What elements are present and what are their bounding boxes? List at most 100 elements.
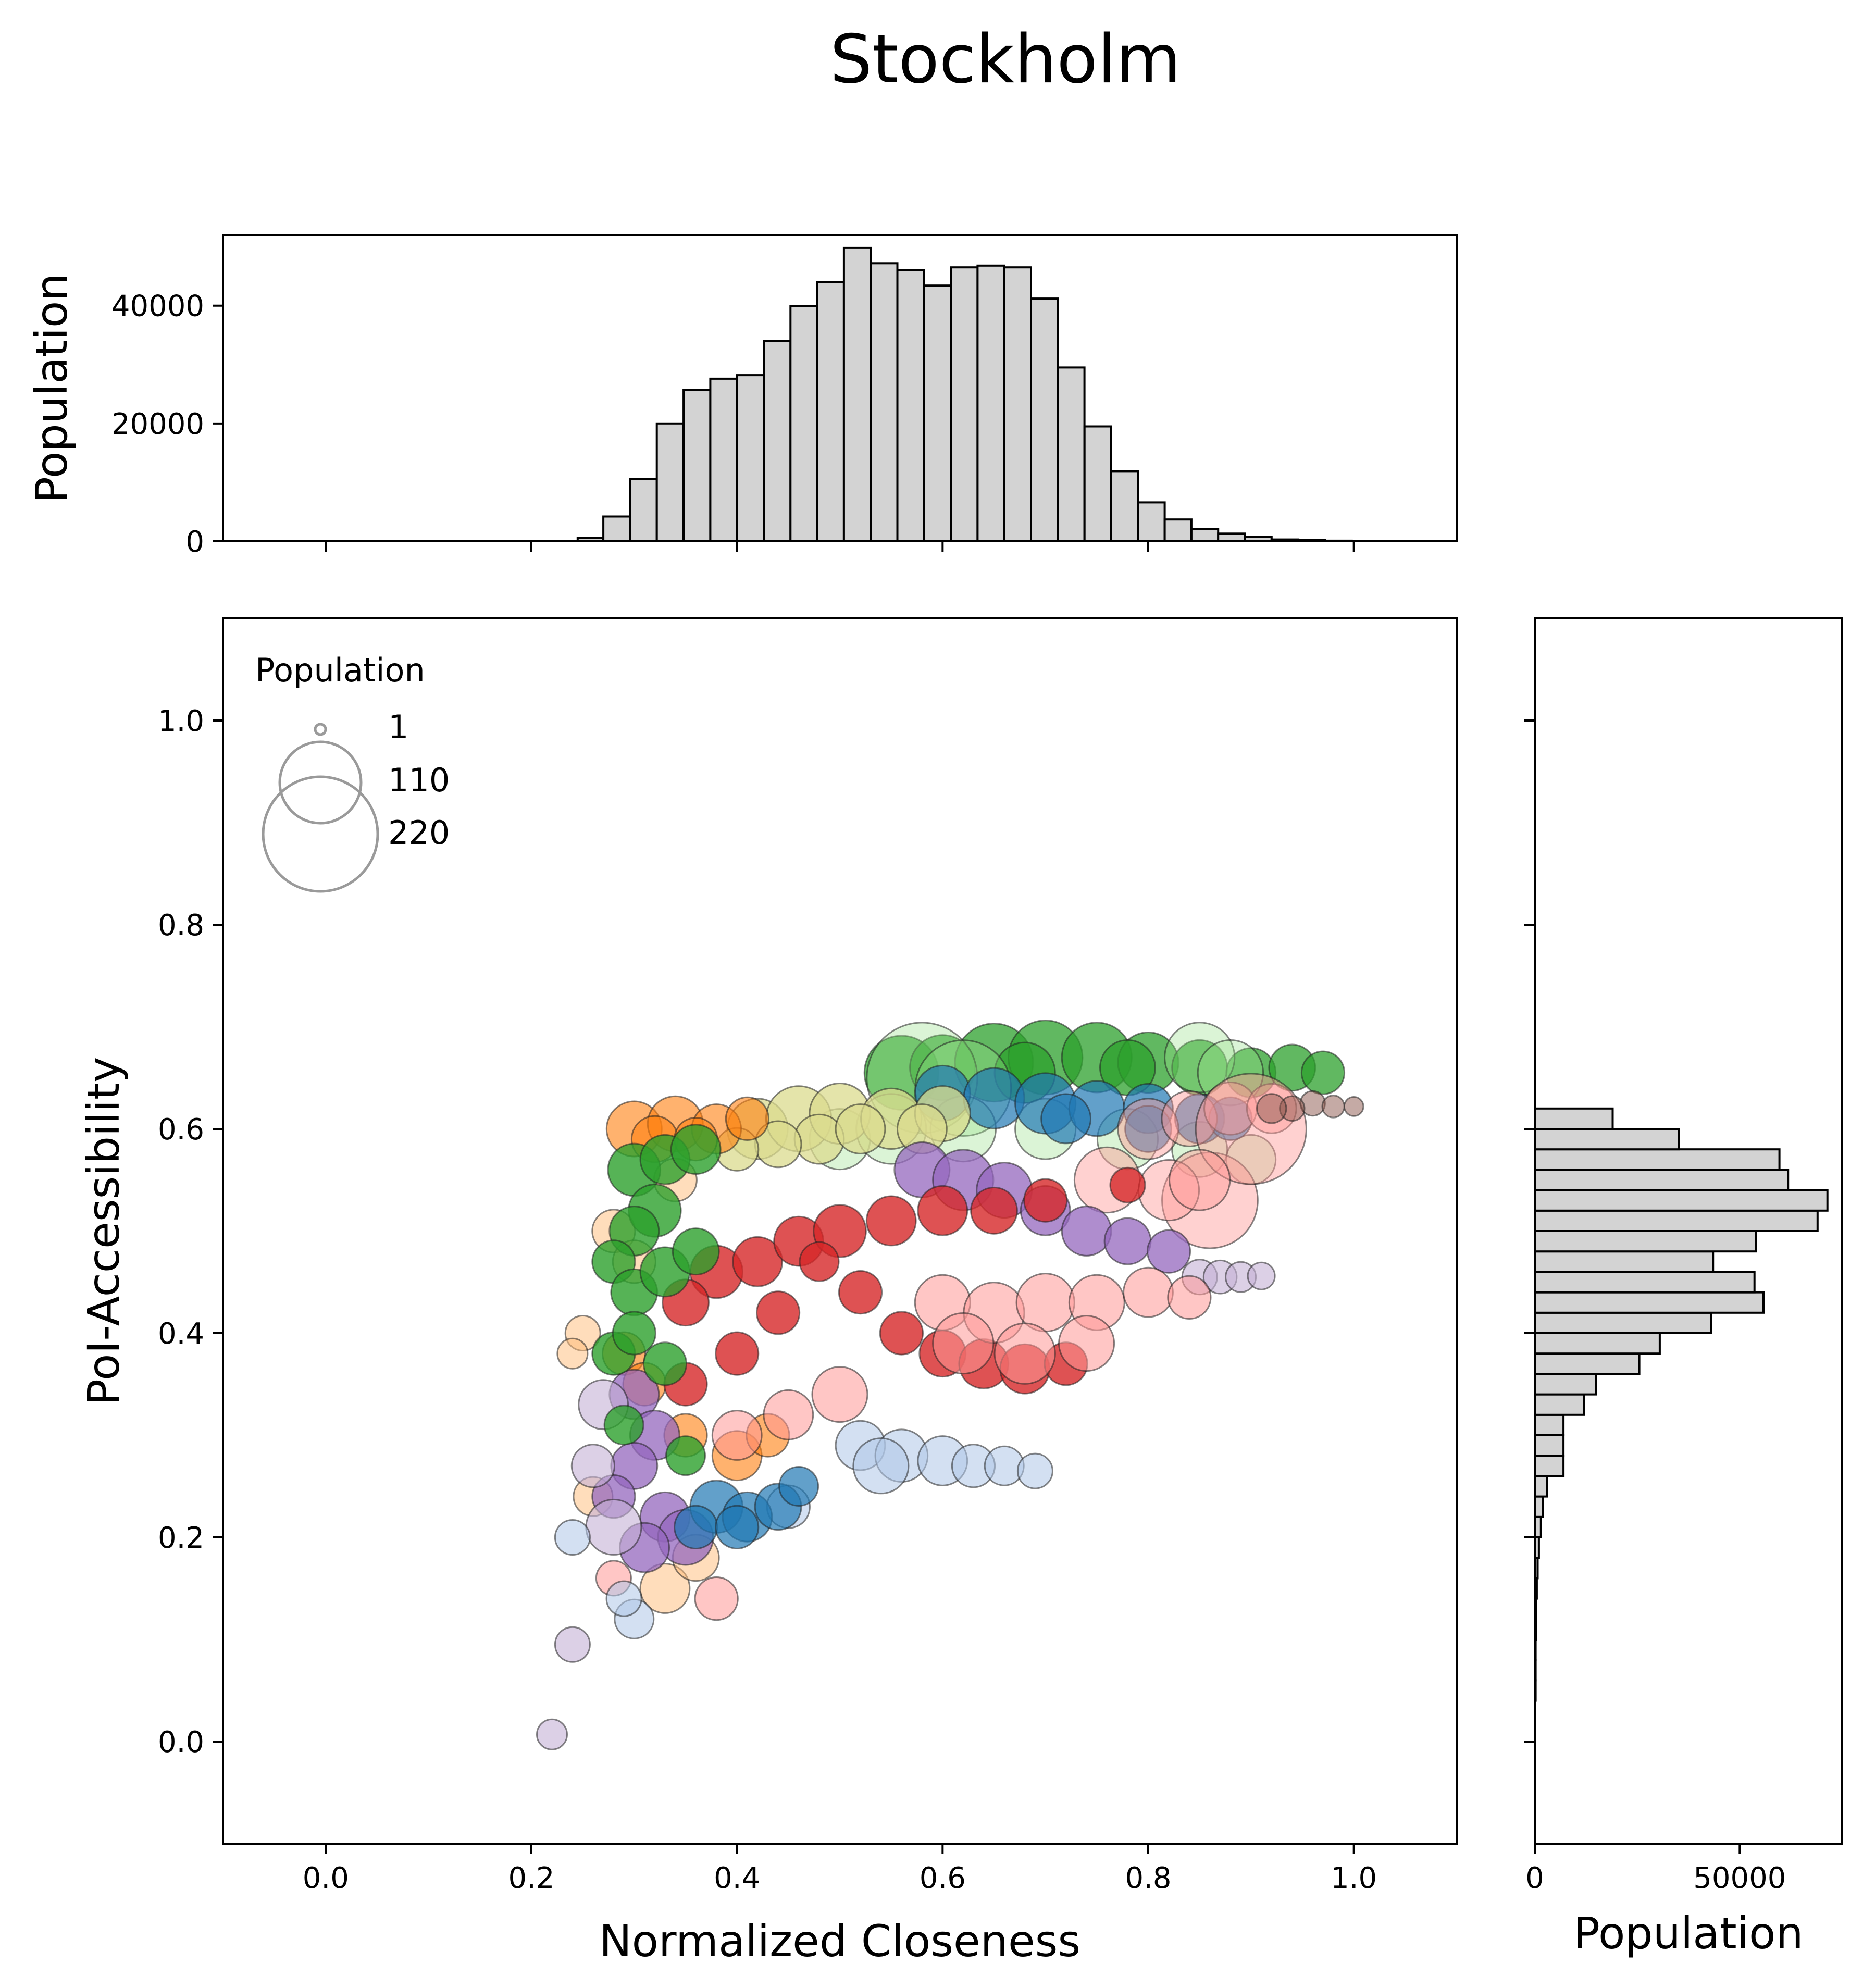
top-histogram-bars xyxy=(576,246,1353,543)
scatter-point xyxy=(570,1444,616,1488)
right-histogram-frame xyxy=(1534,617,1843,1845)
scatter-point xyxy=(1146,1229,1191,1274)
top-histogram-bar xyxy=(629,478,658,542)
scatter-point xyxy=(1061,1206,1112,1257)
scatter-point xyxy=(711,1410,763,1461)
scatter-point xyxy=(993,1322,1056,1385)
top-histogram-bar xyxy=(1163,518,1193,543)
top-histogram-bar xyxy=(1003,266,1032,542)
scatter-point xyxy=(1023,1178,1068,1223)
right-histogram-bar xyxy=(1534,1352,1641,1375)
scatter-point xyxy=(605,1580,642,1617)
scatter-point xyxy=(556,1337,589,1370)
top-histogram-bar xyxy=(1083,425,1112,542)
x-tick-label: 0.4 xyxy=(714,1861,760,1895)
scatter-point xyxy=(554,1626,591,1663)
top-y-tick-label: 0 xyxy=(185,525,204,559)
right-histogram-bar xyxy=(1534,1107,1614,1130)
scatter-point xyxy=(865,1195,917,1247)
scatter-point xyxy=(585,1498,642,1556)
scatter-frame xyxy=(222,617,1458,1845)
right-histogram-bar xyxy=(1534,1434,1565,1457)
scatter-point xyxy=(715,1505,760,1549)
right-histogram-bar xyxy=(1534,1209,1819,1233)
scatter-point xyxy=(670,1124,722,1175)
x-tick-label: 1.0 xyxy=(1331,1861,1377,1895)
right-histogram-ticks: 0 50000 xyxy=(1524,719,1786,1895)
right-histogram-xlabel: Population xyxy=(1573,1908,1803,1959)
scatter-point xyxy=(725,1096,770,1141)
legend-label-110: 110 xyxy=(388,761,450,799)
scatter-point xyxy=(1016,1452,1053,1489)
scatter-point xyxy=(536,1718,568,1750)
top-histogram-bar xyxy=(896,269,925,542)
right-histogram-bar xyxy=(1534,1250,1715,1273)
scatter-point xyxy=(1169,1149,1231,1211)
right-histogram-bar xyxy=(1534,1455,1565,1477)
scatter-ylabel: PoI-Accessibility xyxy=(78,1057,129,1405)
scatter-point xyxy=(879,1311,924,1356)
top-histogram-ylabel: Population xyxy=(26,273,77,503)
scatter-point xyxy=(1123,1266,1174,1318)
scatter-point xyxy=(1103,1217,1152,1265)
right-histogram-bar xyxy=(1534,1148,1781,1171)
scatter-point xyxy=(612,1311,656,1356)
top-histogram-bar xyxy=(870,262,899,542)
scatter-point xyxy=(756,1290,801,1335)
y-tick-label: 0.8 xyxy=(158,909,204,942)
top-y-tick-label: 20000 xyxy=(111,407,204,441)
scatter-point xyxy=(603,1405,644,1446)
scatter-xlabel: Normalized Closeness xyxy=(599,1916,1080,1967)
scatter-point xyxy=(1109,1166,1146,1203)
top-histogram-bar xyxy=(842,246,872,542)
scatter-point xyxy=(835,1103,886,1154)
scatter-point xyxy=(694,1576,739,1621)
scatter-point xyxy=(1161,1090,1218,1147)
right-histogram-bar xyxy=(1534,1311,1712,1335)
scatter-point xyxy=(639,1563,691,1614)
scatter-bubbles xyxy=(536,1020,1364,1750)
right-histogram-bar xyxy=(1534,1128,1680,1151)
scatter-point xyxy=(1343,1096,1364,1117)
right-histogram-bar xyxy=(1534,1393,1585,1416)
right-histogram-bar xyxy=(1534,1189,1829,1212)
x-tick-label: 0.8 xyxy=(1125,1861,1171,1895)
scatter-point xyxy=(1040,1093,1091,1145)
top-histogram-bar xyxy=(1190,528,1220,542)
scatter-point xyxy=(1161,1151,1259,1249)
top-histogram-bar xyxy=(763,340,792,542)
right-histogram-bar xyxy=(1534,1169,1790,1191)
top-histogram: 0 20000 40000 Population xyxy=(26,234,1458,559)
top-histogram-bar xyxy=(1057,366,1086,543)
right-x-tick-label: 50000 xyxy=(1693,1861,1786,1895)
scatter-point xyxy=(672,1227,720,1276)
legend-marker-1 xyxy=(314,723,327,736)
scatter-point xyxy=(1256,1093,1287,1124)
scatter-point xyxy=(778,1466,819,1507)
y-tick-label: 0.4 xyxy=(158,1317,204,1351)
legend-label-1: 1 xyxy=(388,708,408,746)
top-histogram-bar xyxy=(709,377,738,543)
scatter-point xyxy=(665,1435,706,1476)
top-histogram-bar xyxy=(923,284,952,542)
scatter-point xyxy=(852,1437,910,1495)
top-histogram-bar xyxy=(655,422,685,542)
x-tick-label: 0.2 xyxy=(508,1861,554,1895)
scatter-point xyxy=(811,1366,868,1423)
right-histogram-bar xyxy=(1534,1332,1661,1355)
top-histogram-bar xyxy=(1030,297,1059,542)
top-histogram-bar xyxy=(1110,470,1139,543)
top-histogram-bar xyxy=(976,264,1005,542)
scatter-point xyxy=(715,1331,760,1376)
scatter-point xyxy=(838,1270,883,1315)
scatter-point xyxy=(1117,1098,1179,1160)
scatter-point xyxy=(554,1519,591,1556)
top-histogram-bar xyxy=(1217,532,1246,543)
scatter-point xyxy=(732,1236,783,1287)
scatter-point xyxy=(674,1505,718,1549)
legend-label-220: 220 xyxy=(388,814,450,852)
right-histogram-bar xyxy=(1534,1291,1765,1314)
right-histogram-bar xyxy=(1534,1373,1597,1396)
scatter-ticks: 0.0 0.2 0.4 0.6 0.8 1.0 0.0 0.2 0.4 0.6 0.8 1.0 xyxy=(158,704,1377,1895)
y-tick-label: 1.0 xyxy=(158,704,204,738)
